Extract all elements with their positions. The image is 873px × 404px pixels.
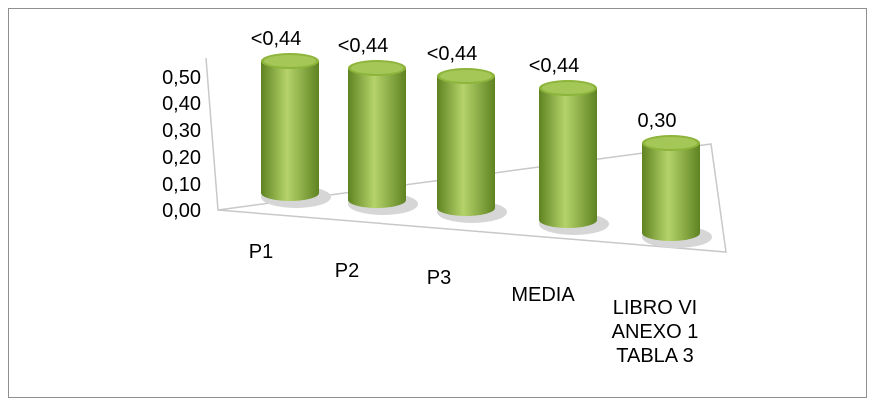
y-tick-label: 0,40 (162, 93, 201, 115)
bar (348, 60, 418, 215)
bar (642, 135, 712, 248)
bar-series: <0,44 <0,44 <0,44 <0,44 0,30 (251, 28, 712, 248)
y-tick-label: 0,00 (162, 200, 201, 222)
x-category-label: MEDIA (511, 284, 575, 306)
y-tick-label: 0,10 (162, 174, 201, 196)
bar-data-label: 0,30 (638, 110, 677, 132)
bar (539, 80, 609, 235)
x-category-label: P3 (427, 267, 451, 289)
bar-data-label: <0,44 (427, 43, 478, 65)
y-tick-label: 0,20 (162, 147, 201, 169)
x-category-label: ANEXO 1 (612, 321, 699, 343)
bar (261, 53, 331, 208)
y-tick-label: 0,30 (162, 120, 201, 142)
x-category-label: P1 (249, 241, 273, 263)
bar-data-label: <0,44 (251, 28, 302, 50)
y-tick-label: 0,50 (162, 67, 201, 89)
x-category-label: P2 (335, 260, 359, 282)
x-category-label: TABLA 3 (616, 345, 693, 367)
y-axis-ticks: 0,00 0,10 0,20 0,30 0,40 0,50 (162, 67, 201, 222)
bar (437, 68, 507, 223)
bar-data-label: <0,44 (529, 55, 580, 77)
bar-data-label: <0,44 (338, 35, 389, 57)
x-category-label: LIBRO VI (613, 297, 697, 319)
